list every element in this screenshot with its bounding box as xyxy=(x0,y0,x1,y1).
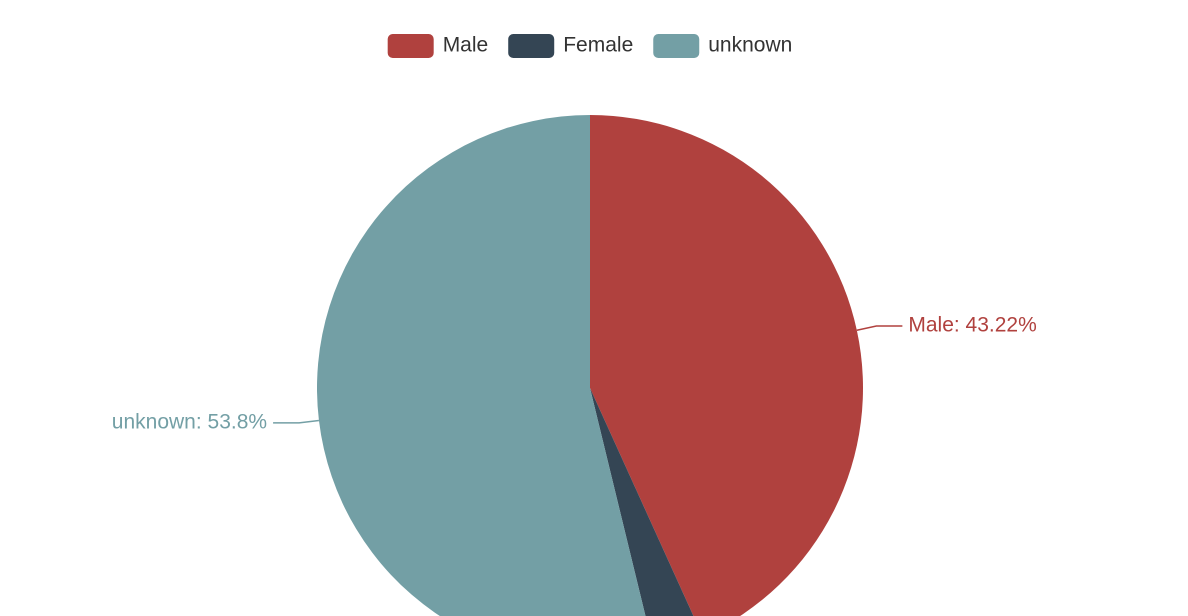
pie-slice xyxy=(317,115,646,616)
legend-swatch xyxy=(387,34,434,58)
pie-slice xyxy=(590,115,863,616)
data-label: Male: 43.22% xyxy=(908,314,1036,337)
data-label: unknown: 53.8% xyxy=(112,410,267,433)
label-line xyxy=(856,325,903,332)
legend-swatch xyxy=(653,34,700,58)
legend-label: unknown xyxy=(708,34,792,57)
legend-label: Male xyxy=(443,34,489,57)
legend-item: unknown xyxy=(653,34,792,58)
legend-item: Female xyxy=(508,34,633,58)
legend-item: Male xyxy=(387,34,489,58)
legend-swatch xyxy=(508,34,555,58)
legend-label: Female xyxy=(563,34,633,57)
pie-slice xyxy=(590,388,694,616)
label-line xyxy=(273,419,320,424)
legend: Male Female unknown xyxy=(387,34,792,58)
